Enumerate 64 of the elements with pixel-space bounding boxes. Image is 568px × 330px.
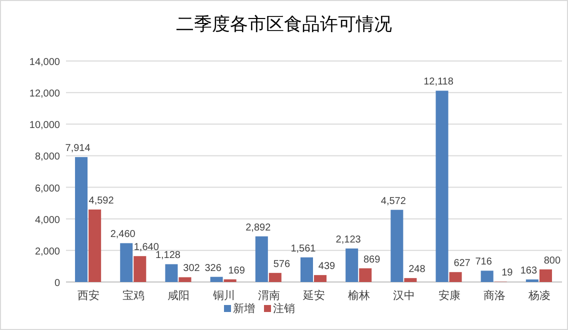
x-tick-label: 西安 — [78, 289, 100, 302]
data-label: 439 — [318, 261, 336, 272]
bar — [134, 256, 146, 282]
bar — [165, 264, 178, 282]
y-tick-label: 14,000 — [29, 57, 60, 68]
bar — [526, 279, 538, 282]
bar — [224, 279, 236, 282]
bar — [449, 272, 462, 282]
bar — [268, 272, 282, 282]
y-tick-label: 4,000 — [34, 214, 60, 226]
data-label: 2,460 — [110, 229, 136, 240]
bar — [120, 243, 133, 282]
data-label: 302 — [183, 263, 200, 274]
data-label: 19 — [502, 268, 514, 279]
data-label: 2,123 — [336, 234, 362, 246]
data-label: 800 — [544, 255, 561, 266]
x-tick-label: 商洛 — [483, 289, 506, 302]
bar — [210, 276, 223, 282]
bar — [255, 236, 268, 282]
x-tick-label: 汉中 — [393, 289, 416, 302]
legend-label: 注销 — [273, 302, 295, 315]
data-label: 4,592 — [88, 196, 114, 207]
x-tick-label: 榆林 — [348, 289, 370, 302]
x-tick-label: 咸阳 — [168, 289, 190, 302]
data-label: 576 — [273, 258, 290, 270]
data-label: 169 — [228, 265, 246, 276]
x-tick-label: 铜川 — [212, 289, 235, 302]
x-tick-label: 延安 — [302, 289, 325, 302]
chart-title: 二季度各市区食品许可情况 — [176, 14, 392, 34]
data-label: 7,914 — [65, 143, 91, 154]
data-label: 716 — [475, 256, 492, 268]
y-tick-label: 6,000 — [34, 183, 60, 194]
y-tick-label: 8,000 — [34, 152, 60, 163]
legend-label: 新增 — [233, 302, 255, 315]
y-tick-label: 0 — [54, 278, 60, 289]
bar — [88, 210, 102, 282]
x-tick-label: 杨凌 — [527, 289, 550, 302]
y-tick-label: 2,000 — [34, 246, 60, 258]
data-label: 248 — [408, 264, 426, 276]
bar — [346, 248, 358, 282]
x-tick-label: 渭南 — [258, 289, 280, 302]
x-tick-label: 宝鸡 — [122, 289, 145, 302]
data-label: 163 — [520, 265, 538, 276]
data-label: 326 — [204, 262, 222, 274]
y-tick-label: 12,000 — [29, 88, 60, 100]
data-label: 869 — [364, 254, 381, 266]
x-tick-label: 安康 — [438, 289, 460, 302]
data-label: 627 — [454, 258, 471, 270]
data-label: 1,561 — [290, 243, 316, 254]
bar — [480, 270, 494, 282]
bar — [75, 157, 88, 282]
bar — [359, 268, 372, 282]
bar — [436, 90, 448, 282]
bar — [178, 277, 192, 282]
bar — [539, 269, 552, 282]
y-tick-label: 10,000 — [29, 120, 60, 132]
bar — [300, 257, 313, 282]
bar — [404, 278, 417, 282]
data-label: 1,128 — [155, 250, 181, 262]
bar — [390, 210, 404, 282]
data-label: 12,118 — [424, 76, 454, 88]
data-label: 2,892 — [246, 222, 272, 234]
bar — [314, 275, 327, 282]
data-label: 4,572 — [380, 196, 406, 207]
